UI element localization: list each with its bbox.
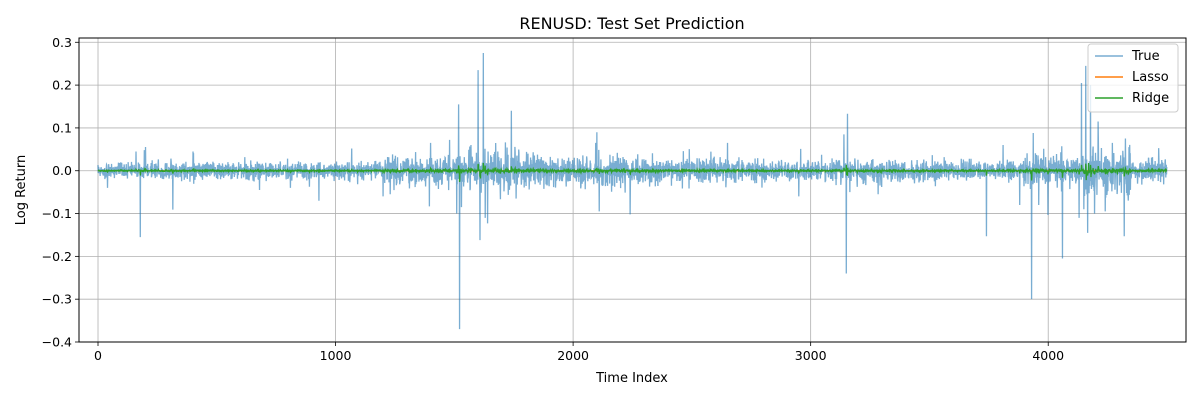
x-tick-label: 3000 <box>795 348 827 363</box>
legend-frame <box>1087 43 1179 113</box>
x-axis-label: Time Index <box>595 371 668 386</box>
tick-layer: 0 1000 2000 3000 4000 −0.4 −0.3 −0.2 −0.1 0.0 0.1 0… <box>42 35 1065 363</box>
y-tick-label: 0.0 <box>52 163 72 178</box>
y-tick-label: −0.4 <box>42 335 72 350</box>
plot-frame <box>78 37 1187 343</box>
y-tick-label: 0.3 <box>52 35 72 50</box>
legend-label-lasso: Lasso <box>1132 70 1169 85</box>
y-tick-label: 0.1 <box>52 120 72 135</box>
y-tick-label: −0.3 <box>42 292 72 307</box>
y-tick-label: 0.2 <box>52 78 72 93</box>
series-line-ridge <box>97 162 1168 183</box>
x-tick-label: 1000 <box>320 348 352 363</box>
legend-label-true: True <box>1131 49 1160 64</box>
x-tick-label: 4000 <box>1032 348 1064 363</box>
legend-label-ridge: Ridge <box>1132 91 1169 106</box>
y-axis-label: Log Return <box>14 155 29 226</box>
x-tick-label: 0 <box>94 348 102 363</box>
x-tick-label: 2000 <box>557 348 589 363</box>
chart-title: RENUSD: Test Set Prediction <box>519 14 744 33</box>
series-line-true <box>97 52 1168 330</box>
legend: True Lasso Ridge <box>1087 43 1179 113</box>
series-layer <box>97 52 1168 330</box>
y-tick-label: −0.1 <box>42 206 72 221</box>
y-tick-label: −0.2 <box>42 249 72 264</box>
